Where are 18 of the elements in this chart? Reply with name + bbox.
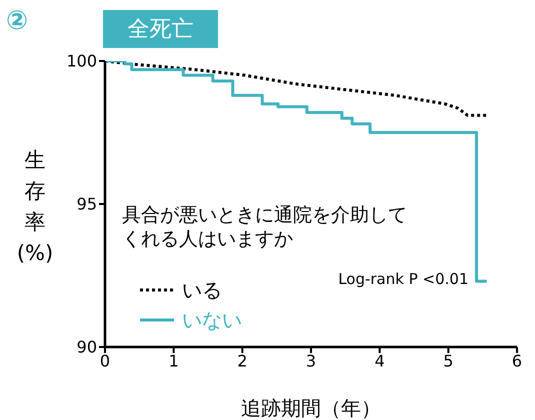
text: ② xyxy=(6,6,28,36)
x-tick-label: 0 xyxy=(100,351,110,370)
y-axis-title: 生存率(%) xyxy=(16,147,54,267)
x-tick-label: 3 xyxy=(306,351,316,370)
chart-title: 全死亡 xyxy=(103,10,218,48)
y-tick-label: 100 xyxy=(66,52,97,71)
x-tick-label: 5 xyxy=(443,351,454,370)
annotation: Log-rank P <0.01 xyxy=(338,270,468,288)
x-tick-label: 1 xyxy=(168,351,179,370)
legend-label: いる xyxy=(182,276,222,304)
x-tick-label: 6 xyxy=(512,351,522,370)
y-tick-label: 90 xyxy=(76,338,97,357)
legend-title: 具合が悪いときに通院を介助してくれる人はいますか xyxy=(122,203,408,251)
x-tick-label: 2 xyxy=(237,351,248,370)
y-tick-label: 95 xyxy=(76,194,97,214)
legend-label: いない xyxy=(182,306,242,334)
x-axis-title: 追跡期間（年） xyxy=(241,396,381,420)
x-tick-label: 4 xyxy=(374,351,385,370)
